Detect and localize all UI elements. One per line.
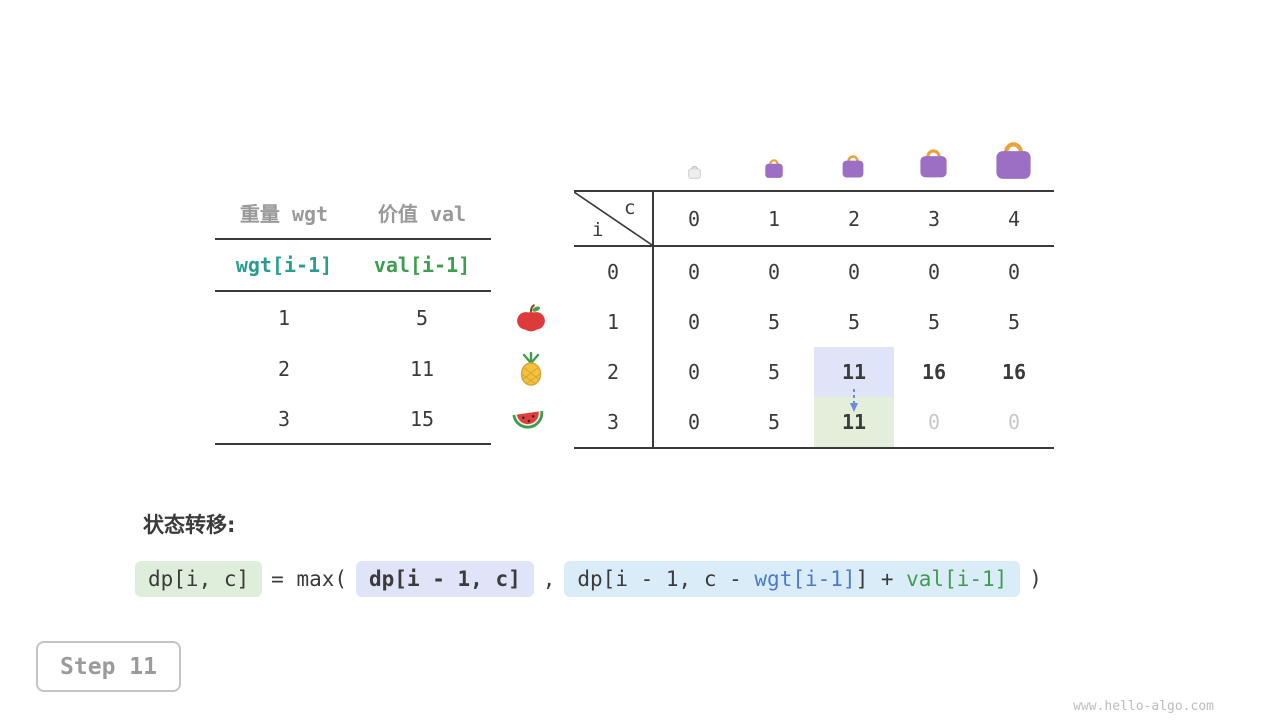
apple-icon bbox=[516, 303, 546, 337]
val-subheader: val[i-1] bbox=[373, 253, 471, 277]
dp-cell: 0 bbox=[687, 410, 701, 434]
dp-cell: 0 bbox=[927, 410, 941, 434]
corner-row-label: i bbox=[592, 219, 604, 241]
down-arrow-icon bbox=[847, 387, 861, 417]
dp-cell: 5 bbox=[927, 310, 941, 334]
dp-col-header: 2 bbox=[814, 192, 894, 247]
dp-col-header: 3 bbox=[894, 192, 974, 247]
dp-cell: 16 bbox=[921, 360, 947, 384]
item-row: 1 5 bbox=[215, 292, 491, 343]
dp-row-header: 1 bbox=[574, 297, 654, 347]
item-weight-cell: 3 bbox=[277, 406, 291, 431]
formula-arg2-wgt: wgt[i-1] bbox=[754, 567, 856, 591]
bag-icon-capacity-4 bbox=[992, 134, 1035, 185]
formula-arg2-val: val[i-1] bbox=[906, 567, 1008, 591]
dp-table: c i 0 1 2 3 4 0 0 0 0 0 0 1 0 5 5 5 5 2 … bbox=[574, 190, 1054, 449]
dp-row-header: 2 bbox=[574, 347, 654, 397]
dp-cell: 0 bbox=[1007, 410, 1021, 434]
step-badge: Step 11 bbox=[36, 641, 181, 692]
item-table: 重量 wgt 价值 val wgt[i-1] val[i-1] 1 5 2 11… bbox=[215, 186, 491, 445]
formula-arg2-prefix: dp[i - 1, c - bbox=[577, 567, 755, 591]
dp-cell: 16 bbox=[1001, 360, 1027, 384]
dp-col-header: 1 bbox=[734, 192, 814, 247]
dp-row-header: 3 bbox=[574, 397, 654, 447]
dp-cell: 0 bbox=[687, 310, 701, 334]
dp-cell: 5 bbox=[847, 310, 861, 334]
transition-formula: dp[i, c] = max( dp[i - 1, c] , dp[i - 1,… bbox=[135, 561, 1051, 597]
dp-corner-cell: c i bbox=[574, 192, 654, 247]
item-table-header-row: 重量 wgt 价值 val bbox=[215, 186, 491, 240]
formula-arg1: dp[i - 1, c] bbox=[356, 561, 534, 597]
dp-cell: 0 bbox=[687, 260, 701, 284]
formula-operator: = max( bbox=[271, 567, 348, 591]
watermelon-icon bbox=[510, 406, 548, 438]
item-value-cell: 15 bbox=[409, 406, 435, 431]
item-table-subheader-row: wgt[i-1] val[i-1] bbox=[215, 240, 491, 292]
dp-col-header: 4 bbox=[974, 192, 1054, 247]
dp-col-header: 0 bbox=[654, 192, 734, 247]
bag-icon-capacity-1 bbox=[763, 155, 785, 183]
pineapple-icon bbox=[517, 351, 545, 390]
corner-diagonal-line bbox=[574, 192, 652, 245]
value-column-header: 价值 val bbox=[377, 201, 467, 226]
dp-cell: 5 bbox=[767, 310, 781, 334]
dp-row-header: 0 bbox=[574, 247, 654, 297]
wgt-subheader: wgt[i-1] bbox=[235, 253, 333, 277]
dp-cell: 5 bbox=[767, 360, 781, 384]
corner-col-label: c bbox=[624, 197, 636, 219]
item-value-cell: 5 bbox=[415, 305, 429, 330]
dp-cell-source: 11 bbox=[814, 347, 894, 397]
transition-heading: 状态转移: bbox=[143, 513, 236, 537]
bag-icon-capacity-3 bbox=[917, 143, 950, 183]
bag-icon-capacity-2 bbox=[840, 150, 866, 183]
item-row: 3 15 bbox=[215, 394, 491, 445]
item-weight-cell: 1 bbox=[277, 305, 291, 330]
formula-arg2-mid: ] + bbox=[855, 567, 907, 591]
weight-column-header: 重量 wgt bbox=[239, 201, 329, 226]
item-value-cell: 11 bbox=[409, 356, 435, 381]
dp-cell: 0 bbox=[927, 260, 941, 284]
watermark: www.hello-algo.com bbox=[1073, 699, 1214, 714]
formula-arg2: dp[i - 1, c - wgt[i-1]] + val[i-1] bbox=[564, 561, 1021, 597]
dp-cell: 5 bbox=[767, 410, 781, 434]
dp-cell: 0 bbox=[1007, 260, 1021, 284]
dp-cell: 0 bbox=[767, 260, 781, 284]
dp-cell: 0 bbox=[847, 260, 861, 284]
bag-icon-capacity-0 bbox=[687, 163, 702, 183]
formula-comma: , bbox=[542, 567, 556, 591]
item-weight-cell: 2 bbox=[277, 356, 291, 381]
item-row: 2 11 bbox=[215, 343, 491, 394]
formula-close-paren: ) bbox=[1029, 567, 1042, 591]
dp-cell: 0 bbox=[687, 360, 701, 384]
formula-lhs: dp[i, c] bbox=[135, 561, 263, 597]
dp-cell: 5 bbox=[1007, 310, 1021, 334]
